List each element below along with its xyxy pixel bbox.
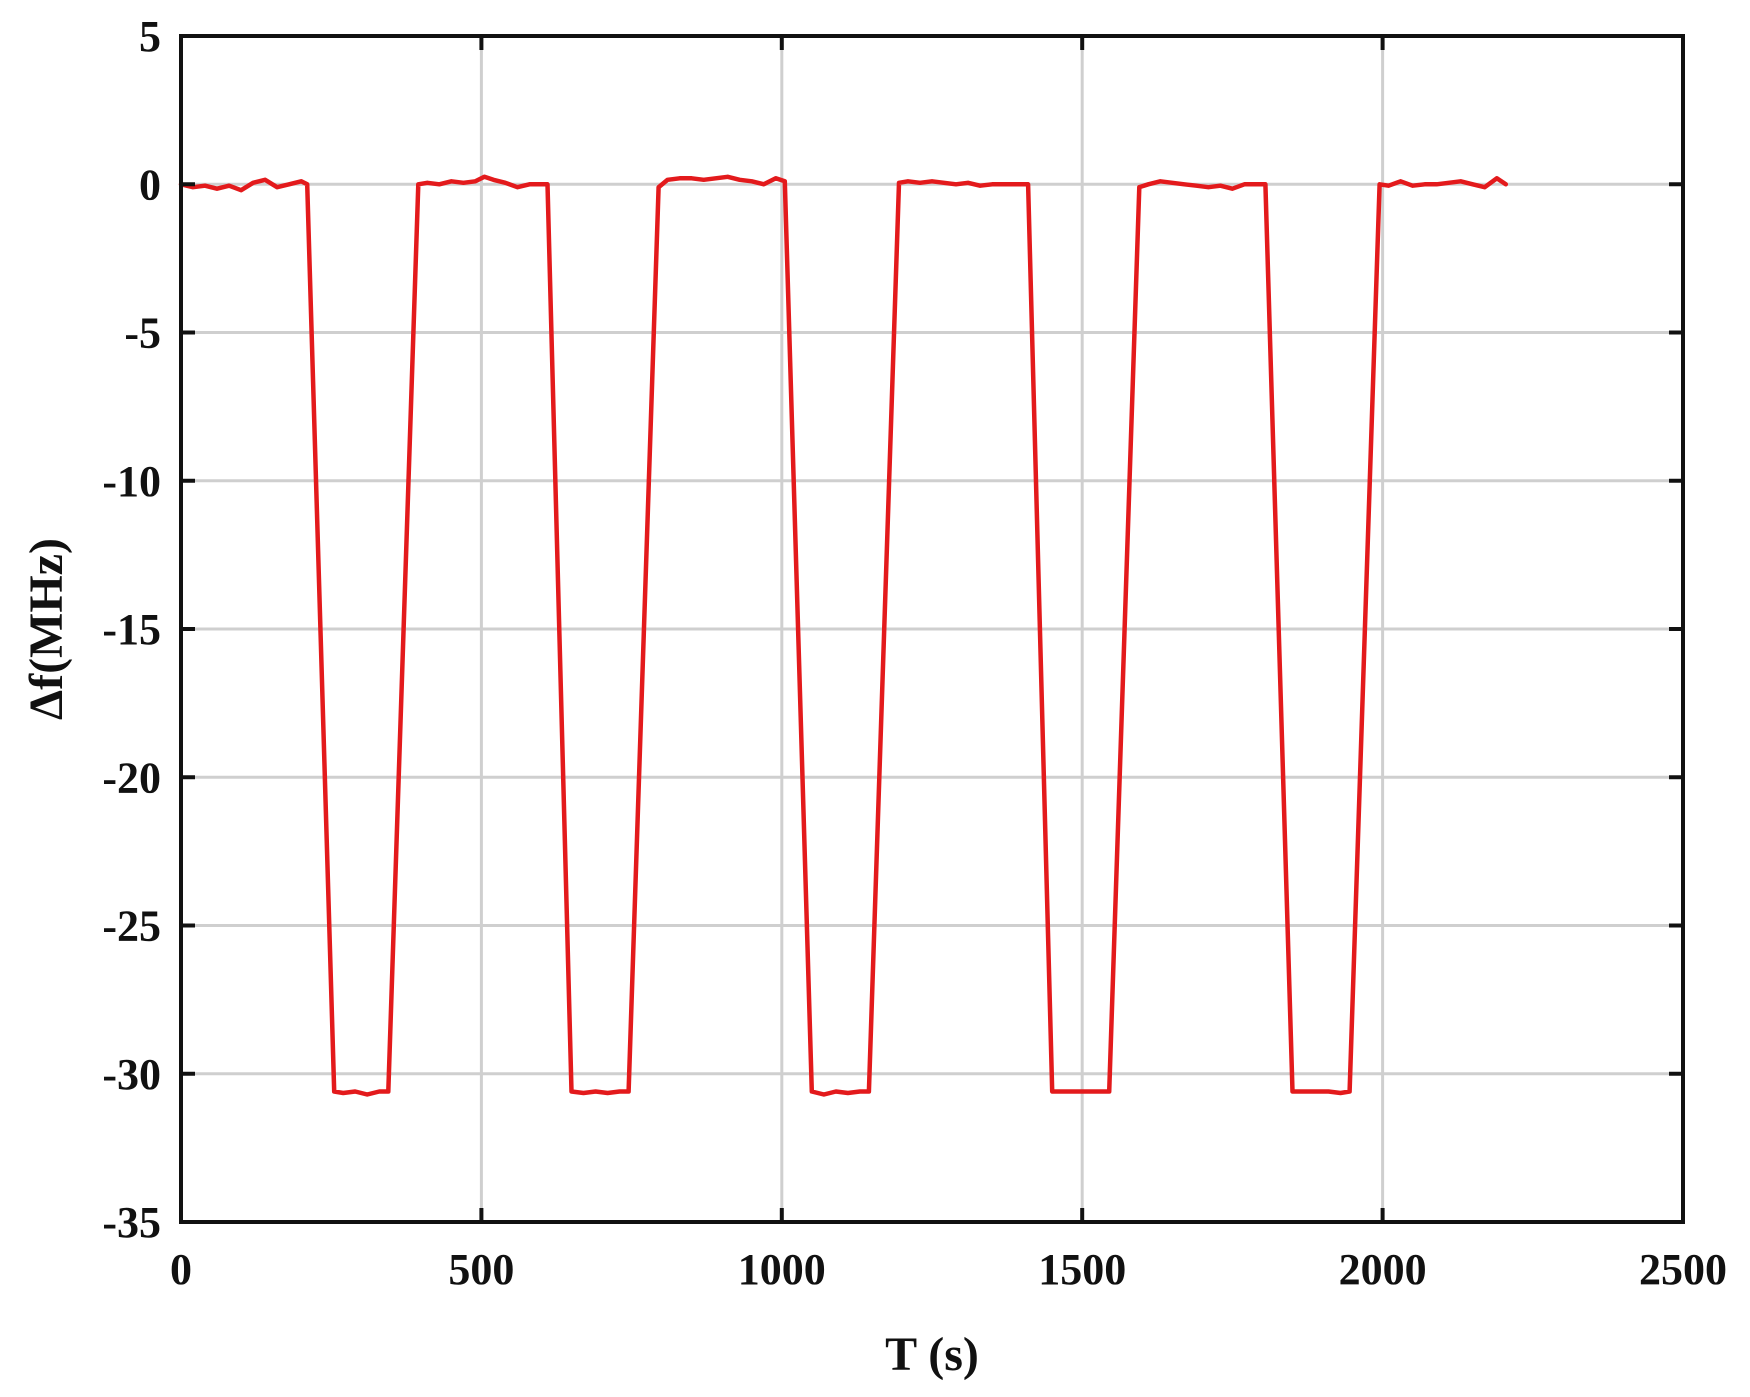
x-tick-label: 0	[170, 1245, 192, 1294]
y-tick-label: -10	[102, 457, 161, 506]
y-tick-label: -30	[102, 1050, 161, 1099]
y-tick-label: -35	[102, 1198, 161, 1247]
y-axis-label: Δf(MHz)	[20, 538, 73, 720]
x-axis-label: T (s)	[885, 1328, 979, 1381]
x-tick-label: 2000	[1339, 1245, 1427, 1294]
y-tick-label: -25	[102, 902, 161, 951]
grid	[181, 36, 1683, 1222]
axis-ticks	[179, 34, 1685, 1224]
x-tick-label: 2500	[1639, 1245, 1727, 1294]
y-tick-label: -5	[124, 309, 161, 358]
x-tick-label: 1500	[1038, 1245, 1126, 1294]
series-line	[178, 174, 1509, 1097]
x-tick-label: 500	[448, 1245, 514, 1294]
y-tick-label: 5	[139, 12, 161, 61]
x-tick-label: 1000	[738, 1245, 826, 1294]
y-tick-label: 0	[139, 160, 161, 209]
series-layer	[178, 174, 1509, 1097]
y-tick-label: -15	[102, 605, 161, 654]
y-tick-label: -20	[102, 753, 161, 802]
y-tick-labels: 5 0 -5 -10 -15 -20 -25 -30 -35	[102, 12, 161, 1247]
x-tick-labels: 0 500 1000 1500 2000 2500	[170, 1245, 1727, 1294]
